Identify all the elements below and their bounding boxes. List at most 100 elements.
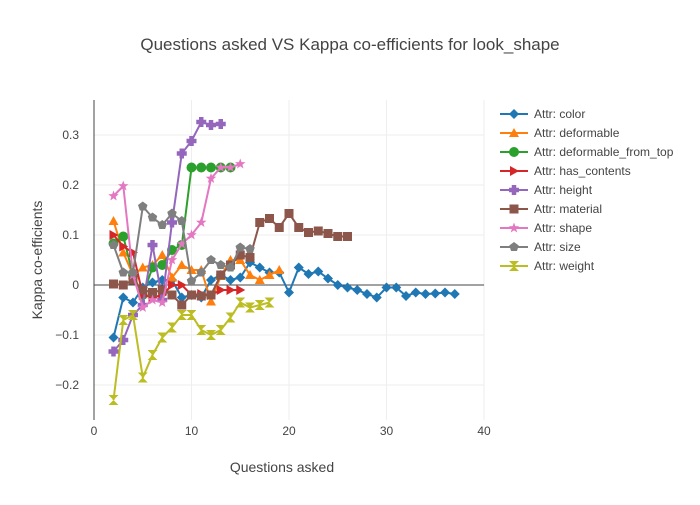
data-point xyxy=(216,270,226,280)
data-point xyxy=(118,267,129,277)
data-point xyxy=(206,290,216,300)
legend-item: Attr: size xyxy=(500,240,581,254)
data-point xyxy=(186,136,197,146)
data-point xyxy=(186,162,197,173)
tick-layer: 0 10 20 30 40 −0.2 −0.1 0 0.1 0.2 0.3 xyxy=(55,128,491,438)
data-point xyxy=(128,297,138,308)
data-point xyxy=(196,117,207,127)
data-point xyxy=(177,280,187,290)
legend-label: Attr: weight xyxy=(534,259,595,273)
series xyxy=(109,209,352,310)
data-point xyxy=(215,162,226,172)
data-point xyxy=(176,216,187,226)
data-point xyxy=(313,266,324,277)
data-point xyxy=(157,250,168,259)
legend-item: Attr: deformable_from_top xyxy=(500,145,674,159)
y-tick-label: −0.1 xyxy=(55,328,79,342)
data-point xyxy=(167,208,177,218)
y-tick-label: 0.2 xyxy=(62,178,79,192)
data-point xyxy=(196,267,207,277)
data-point xyxy=(206,330,216,340)
data-point xyxy=(332,280,343,290)
data-point xyxy=(157,297,168,307)
data-point xyxy=(509,204,519,214)
legend-label: Attr: shape xyxy=(534,221,592,235)
data-point xyxy=(137,262,148,272)
data-point xyxy=(118,180,129,191)
data-point xyxy=(254,300,265,310)
data-point xyxy=(264,270,275,279)
data-point xyxy=(225,162,236,172)
data-point xyxy=(186,229,197,240)
data-point xyxy=(410,287,421,298)
data-point xyxy=(254,262,265,273)
data-point xyxy=(137,372,148,383)
data-point xyxy=(509,109,519,119)
data-point xyxy=(265,214,274,223)
data-point xyxy=(118,231,129,242)
data-point xyxy=(255,218,265,227)
data-point xyxy=(118,292,129,303)
data-point xyxy=(138,285,148,295)
data-point xyxy=(225,312,236,323)
y-tick-label: −0.2 xyxy=(55,378,79,392)
data-point xyxy=(167,272,177,282)
data-point xyxy=(157,220,168,230)
grid-layer xyxy=(94,100,485,420)
legend-label: Attr: height xyxy=(534,183,593,197)
data-point xyxy=(235,242,246,252)
data-point xyxy=(342,282,353,293)
legend-label: Attr: color xyxy=(534,107,585,121)
legend-item: Attr: height xyxy=(500,183,593,197)
data-point xyxy=(245,302,255,313)
data-point xyxy=(215,119,226,129)
data-point xyxy=(196,162,207,173)
data-point xyxy=(108,190,119,201)
data-point xyxy=(109,230,119,240)
data-point xyxy=(254,275,265,284)
data-point xyxy=(147,212,158,222)
legend-label: Attr: has_contents xyxy=(534,164,631,178)
legend-label: Attr: deformable xyxy=(534,126,620,140)
data-point xyxy=(167,217,177,228)
legend-item: Attr: has_contents xyxy=(500,164,631,178)
data-point xyxy=(333,232,343,241)
data-point xyxy=(187,290,196,300)
data-point xyxy=(509,185,519,195)
data-point xyxy=(284,209,294,218)
data-point xyxy=(509,147,519,157)
x-tick-label: 40 xyxy=(477,424,491,438)
data-point xyxy=(508,222,520,233)
data-point xyxy=(147,294,158,305)
data-point xyxy=(449,289,460,299)
data-point xyxy=(509,261,519,271)
data-point xyxy=(381,282,392,293)
data-point xyxy=(119,241,129,252)
data-point xyxy=(108,332,119,343)
data-point xyxy=(303,269,314,279)
data-point xyxy=(206,255,216,265)
data-point xyxy=(225,275,236,285)
data-point xyxy=(108,346,119,357)
data-point xyxy=(148,288,157,297)
legend-label: Attr: size xyxy=(534,240,581,254)
data-point xyxy=(206,162,216,173)
series-layer xyxy=(108,117,460,405)
data-point xyxy=(430,288,441,299)
series-line xyxy=(112,301,270,401)
data-point xyxy=(401,291,411,301)
data-point xyxy=(206,296,216,306)
data-point xyxy=(293,262,304,273)
data-point xyxy=(118,247,129,257)
data-point xyxy=(304,228,313,237)
series xyxy=(108,158,246,312)
x-tick-label: 10 xyxy=(185,424,199,438)
data-point xyxy=(215,260,226,270)
data-point xyxy=(205,173,217,183)
data-point xyxy=(245,253,255,262)
data-point xyxy=(371,292,382,303)
data-point xyxy=(509,128,519,137)
data-point xyxy=(147,277,158,288)
